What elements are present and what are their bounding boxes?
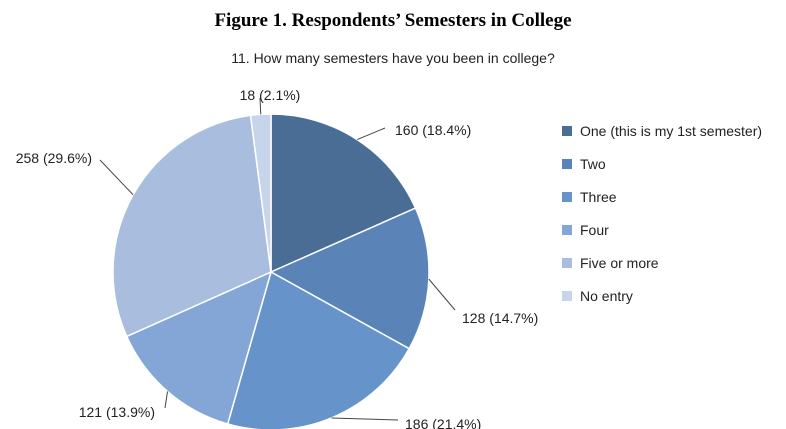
- pie-slice: [226, 270, 411, 429]
- legend: One (this is my 1st semester) Two Three Fou…: [562, 114, 762, 312]
- legend-label: One (this is my 1st semester): [580, 122, 763, 139]
- legend-swatch: [562, 191, 572, 202]
- legend-item: Three: [562, 180, 762, 213]
- pie-slice: [125, 270, 273, 425]
- legend-swatch: [562, 257, 572, 268]
- leader-line: [164, 391, 169, 409]
- legend-swatch: [562, 158, 572, 169]
- data-label: 128 (14.7%): [462, 310, 538, 326]
- legend-label: Two: [580, 155, 606, 172]
- chart-title: 11. How many semesters have you been in …: [231, 50, 555, 66]
- leader-line: [357, 127, 386, 141]
- legend-label: Five or more: [580, 254, 659, 271]
- leader-line: [331, 417, 399, 421]
- data-label: 18 (2.1%): [240, 87, 301, 103]
- legend-item: No entry: [562, 279, 762, 312]
- leader-line: [428, 278, 456, 311]
- legend-item: One (this is my 1st semester): [562, 114, 762, 147]
- legend-swatch: [562, 224, 572, 235]
- legend-item: Four: [562, 213, 762, 246]
- data-label: 258 (29.6%): [16, 150, 92, 166]
- figure-title: Figure 1. Respondents’ Semesters in Coll…: [214, 10, 572, 31]
- legend-label: Three: [580, 188, 617, 205]
- legend-swatch: [562, 290, 572, 301]
- legend-label: No entry: [580, 287, 633, 304]
- legend-label: Four: [580, 221, 609, 238]
- legend-item: Five or more: [562, 246, 762, 279]
- data-label: 186 (21.4%): [405, 416, 481, 429]
- legend-item: Two: [562, 147, 762, 180]
- data-label: 160 (18.4%): [395, 122, 471, 138]
- leader-line: [259, 97, 262, 115]
- data-label: 121 (13.9%): [79, 404, 155, 420]
- pie-slice: [112, 114, 272, 338]
- legend-swatch: [562, 125, 572, 136]
- leader-line: [99, 159, 134, 196]
